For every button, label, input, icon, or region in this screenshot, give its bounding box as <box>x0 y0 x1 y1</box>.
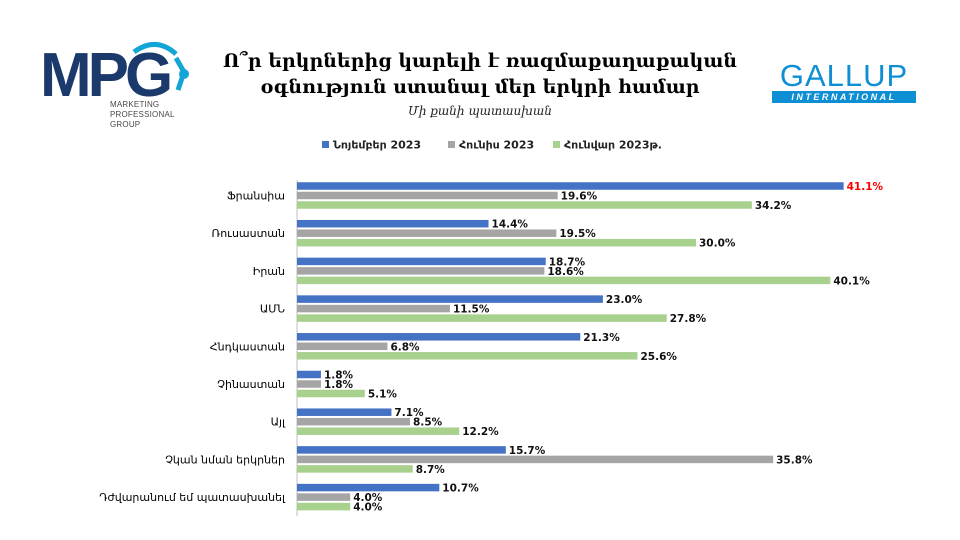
data-label: 8.5% <box>413 417 443 429</box>
legend-swatch-0 <box>322 141 329 148</box>
data-label: 4.0% <box>353 492 383 504</box>
bar-1 <box>297 380 321 388</box>
headset-arc-icon <box>132 42 178 56</box>
gallup-tagline: INTERNATIONAL <box>772 91 916 103</box>
data-label: 27.8% <box>670 313 707 325</box>
bar-1 <box>297 229 557 237</box>
chart-subtitle: Մի քանի պատասխան <box>408 104 552 118</box>
legend-label-1: Հունիս 2023 <box>459 139 534 152</box>
bar-0 <box>297 446 506 454</box>
bar-0 <box>297 295 603 303</box>
data-label: 23.0% <box>606 294 643 306</box>
bar-1 <box>297 493 351 501</box>
bar-2 <box>297 389 365 398</box>
category-label: Ռուսաստան <box>211 227 285 240</box>
category-label: Չինաստան <box>217 378 285 391</box>
data-label: 1.8% <box>324 379 354 391</box>
bar-1 <box>297 191 558 200</box>
bar-2 <box>297 465 413 473</box>
chart-title: Ո՞ր երկրներից կարելի է ռազմաքաղաքական օգ… <box>220 48 740 100</box>
data-label: 18.6% <box>547 266 584 278</box>
data-label: 34.2% <box>755 200 792 212</box>
gallup-word: GALLUP <box>779 58 909 93</box>
category-label: Չկան նման երկրներ <box>165 453 285 466</box>
category-label: Այլ <box>271 416 286 429</box>
data-label: 40.1% <box>833 275 870 287</box>
bar-2 <box>297 502 351 511</box>
data-label: 30.0% <box>699 238 736 250</box>
data-label: 14.4% <box>492 219 529 231</box>
data-label: 11.5% <box>453 304 490 316</box>
bar-0 <box>297 219 489 228</box>
data-label: 7.1% <box>394 407 424 419</box>
data-label: 19.6% <box>561 191 598 203</box>
chart-title-line-2: օգնություն ստանալ մեր երկրի համար <box>260 76 700 98</box>
legend-swatch-2 <box>553 141 560 148</box>
bar-2 <box>297 314 667 322</box>
mpg-letters: MPG <box>40 41 170 110</box>
data-label: 6.8% <box>390 341 420 353</box>
bar-2 <box>297 427 460 435</box>
headset-ear-icon <box>179 69 189 79</box>
bar-0 <box>297 370 321 379</box>
bar-1 <box>297 342 388 351</box>
data-label: 19.5% <box>559 228 596 240</box>
data-label: 5.1% <box>368 389 398 401</box>
data-label: 41.1% <box>847 181 884 193</box>
mpg-logo-mark: MPG <box>40 41 189 110</box>
data-label: 18.7% <box>549 256 586 268</box>
mpg-line-3: GROUP <box>110 120 141 129</box>
data-label: 21.3% <box>583 332 620 344</box>
data-label: 35.8% <box>776 454 813 466</box>
bar-0 <box>297 408 392 416</box>
category-label: Դժվարանում եմ պատասխանել <box>99 491 286 504</box>
data-label: 1.8% <box>324 370 354 382</box>
bar-0 <box>297 333 581 341</box>
bar-2 <box>297 238 696 247</box>
chart-title-line-1: Ո՞ր երկրներից կարելի է ռազմաքաղաքական <box>222 50 738 72</box>
data-label: 12.2% <box>462 426 499 438</box>
data-label: 25.6% <box>640 351 677 363</box>
category-label: Իրան <box>253 265 285 278</box>
bar-0 <box>297 483 440 492</box>
data-label: 10.7% <box>442 483 479 495</box>
bar-1 <box>297 417 411 426</box>
bar-1 <box>297 267 545 275</box>
bar-1 <box>297 455 774 464</box>
category-label: Հնդկաստան <box>210 340 285 353</box>
bar-2 <box>297 276 831 285</box>
legend-label-0: Նոյեմբեր 2023 <box>333 139 421 152</box>
gallup-logo: GALLUP INTERNATIONAL <box>772 58 916 103</box>
data-label: 15.7% <box>509 445 546 457</box>
legend-swatch-1 <box>448 141 455 148</box>
data-label: 8.7% <box>416 464 446 476</box>
category-label: Ֆրանսիա <box>227 190 285 203</box>
mpg-logo: MPG MARKETING PROFESSIONAL GROUP <box>38 38 198 138</box>
category-label: ԱՄՆ <box>260 303 285 316</box>
bar-0 <box>297 182 844 190</box>
bar-2 <box>297 201 752 209</box>
bar-2 <box>297 352 638 360</box>
bar-0 <box>297 257 546 266</box>
data-label: 4.0% <box>353 502 383 514</box>
bar-1 <box>297 304 450 313</box>
mpg-line-2: PROFESSIONAL <box>110 110 175 119</box>
legend-label-2: Հունվար 2023թ. <box>564 139 662 152</box>
mpg-line-1: MARKETING <box>110 100 160 109</box>
